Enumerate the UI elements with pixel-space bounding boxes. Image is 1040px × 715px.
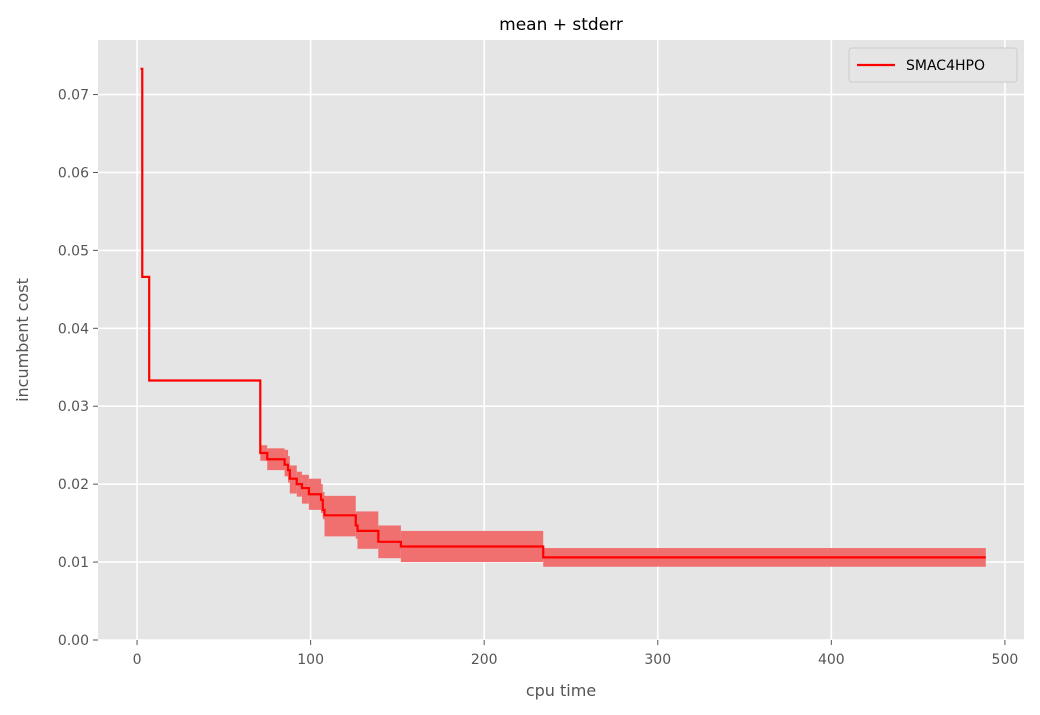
x-tick-label: 500 (992, 652, 1019, 668)
legend: SMAC4HPO (848, 47, 1018, 83)
y-axis-label: incumbent cost (13, 278, 32, 402)
series-line (140, 67, 986, 559)
series-path-smac4hpo (140, 67, 986, 559)
grid (98, 40, 1024, 641)
x-axis-ticks: 0 100 200 300 400 500 (133, 640, 1019, 668)
x-axis-label: cpu time (526, 681, 596, 700)
legend-box (848, 47, 1018, 83)
plot-background (98, 40, 1024, 640)
x-tick-label: 100 (297, 652, 324, 668)
x-tick-label: 0 (133, 652, 142, 668)
legend-label-smac4hpo: SMAC4HPO (906, 58, 985, 74)
y-tick-label: 0.01 (58, 555, 89, 571)
stderr-segment (301, 474, 309, 504)
y-tick-label: 0.05 (58, 243, 89, 259)
y-tick-label: 0.07 (58, 88, 89, 104)
y-tick-label: 0.00 (58, 633, 89, 649)
y-tick-label: 0.04 (58, 321, 89, 337)
stderr-segment (284, 449, 289, 477)
x-tick-label: 200 (471, 652, 498, 668)
x-tick-label: 400 (818, 652, 845, 668)
chart-title: mean + stderr (499, 15, 623, 35)
y-axis-ticks: 0.00 0.01 0.02 0.03 0.04 0.05 0.06 0.07 (58, 88, 98, 649)
x-tick-label: 300 (644, 652, 671, 668)
y-tick-label: 0.02 (58, 477, 89, 493)
y-tick-label: 0.03 (58, 399, 89, 415)
y-tick-label: 0.06 (58, 165, 89, 181)
